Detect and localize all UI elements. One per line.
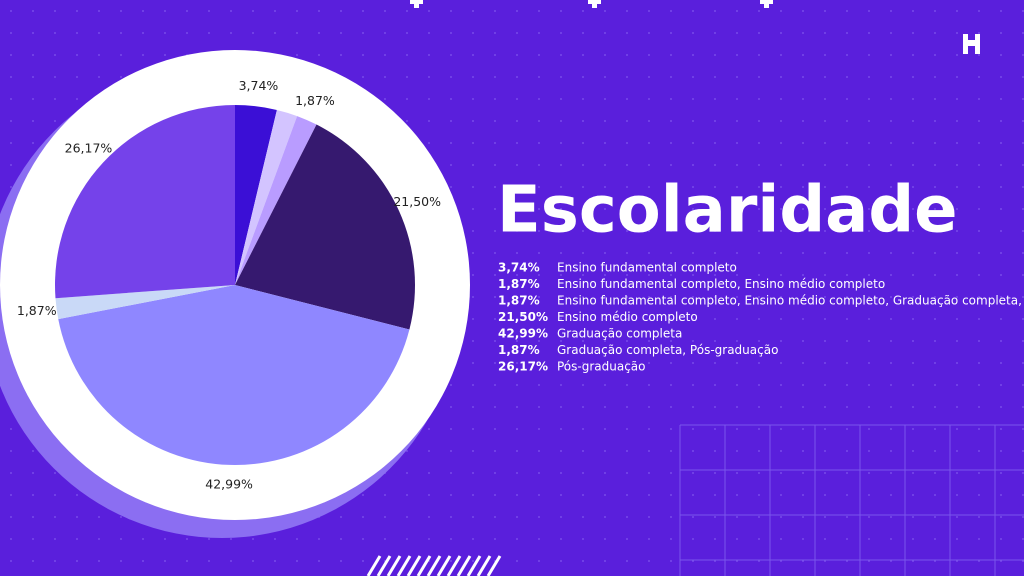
pie-slice — [58, 285, 410, 466]
legend-label: Graduação completa, Pós-graduação — [557, 343, 778, 357]
legend-value: 42,99% — [498, 327, 548, 341]
data-label: 26,17% — [65, 140, 113, 155]
legend-label: Graduação completa — [557, 327, 682, 341]
legend-value: 1,87% — [498, 343, 540, 357]
pie-slice — [54, 105, 235, 299]
data-label: 1,87% — [295, 93, 335, 108]
legend-label: Ensino médio completo — [557, 310, 698, 324]
pie-slice — [235, 124, 415, 330]
legend-value: 1,87% — [498, 277, 540, 291]
data-label: 3,74% — [239, 78, 279, 93]
legend-value: 3,74% — [498, 261, 540, 275]
pie-slice — [235, 109, 298, 285]
data-label: 21,50% — [393, 194, 441, 209]
pie-slice — [235, 105, 277, 285]
legend-label: Ensino fundamental completo — [557, 261, 737, 275]
title: Escolaridade — [497, 174, 958, 248]
pie-slice — [55, 285, 235, 320]
pie: 3,74% 1,87% 21,50% 42,99% 1,87% 26,17% — [17, 78, 441, 492]
legend-label: Pós-graduação — [557, 360, 646, 374]
data-label: 1,87% — [17, 303, 57, 318]
legend-label: Ensino fundamental completo, Ensino médi… — [557, 277, 885, 291]
legend-value: 26,17% — [498, 360, 548, 374]
legend-label: Ensino fundamental completo, Ensino médi… — [557, 294, 1022, 308]
legend-value: 1,87% — [498, 294, 540, 308]
data-label: 42,99% — [205, 476, 253, 491]
pie-slice — [235, 116, 317, 285]
legend-value: 21,50% — [498, 310, 548, 324]
legend: 3,74% Ensino fundamental completo 1,87% Ens… — [498, 261, 1022, 374]
